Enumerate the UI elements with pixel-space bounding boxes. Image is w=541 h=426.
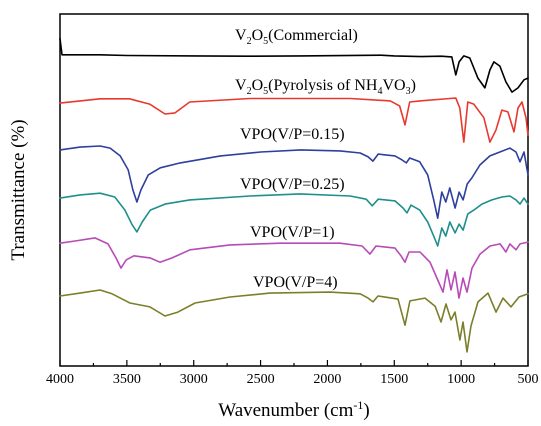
x-axis-label-main: Wavenumber (cm	[218, 400, 353, 421]
series-label-v2o5-pyrolysis: V2O5(Pyrolysis of NH4VO3)	[235, 77, 416, 97]
label-sub: 5	[263, 86, 268, 97]
label-seg: (Commercial)	[268, 27, 358, 44]
x-tick-label: 3000	[180, 372, 208, 387]
label-seg: (Pyrolysis of NH	[268, 77, 378, 94]
x-axis-label-end: )	[363, 400, 369, 421]
x-tick-label: 3500	[113, 372, 141, 387]
x-tick-label: 500	[518, 372, 539, 387]
y-axis-label: Transmittance (%)	[8, 119, 29, 260]
label-sub: 5	[263, 36, 268, 47]
x-tick-label: 2500	[247, 372, 275, 387]
series-label-vpo-4: VPO(V/P=4)	[253, 274, 338, 291]
series-label-vpo-1: VPO(V/P=1)	[250, 224, 335, 241]
x-tick-label: 1000	[447, 372, 475, 387]
label-sub: 3	[406, 86, 411, 97]
x-tick-label: 4000	[46, 372, 74, 387]
x-axis-ticks: 4000 3500 3000 2500 2000 1500 1000 500	[46, 360, 539, 387]
series-lines	[59, 37, 529, 353]
label-sub: 2	[247, 36, 252, 47]
series-label-vpo-0-25: VPO(V/P=0.25)	[240, 176, 345, 193]
x-tick-label: 1500	[380, 372, 408, 387]
series-label-vpo-0-15: VPO(V/P=0.15)	[240, 126, 345, 143]
label-seg: O	[252, 27, 264, 44]
series-line-1	[59, 97, 529, 143]
series-line-5	[59, 289, 529, 353]
series-line-3	[59, 192, 529, 247]
series-line-4	[59, 237, 529, 299]
label-sub: 2	[247, 86, 252, 97]
series-line-0	[59, 37, 529, 93]
x-axis-label: Wavenumber (cm-1)	[218, 398, 369, 421]
label-seg: )	[411, 77, 416, 94]
x-axis-label-sup: -1	[353, 398, 363, 412]
label-seg: V	[235, 77, 247, 94]
label-seg: V	[235, 27, 247, 44]
label-seg: VO	[382, 77, 405, 94]
x-tick-label: 2000	[313, 372, 341, 387]
label-seg: O	[252, 77, 264, 94]
label-sub: 4	[377, 86, 382, 97]
series-line-2	[59, 145, 529, 219]
series-label-v2o5-commercial: V2O5(Commercial)	[235, 27, 358, 47]
